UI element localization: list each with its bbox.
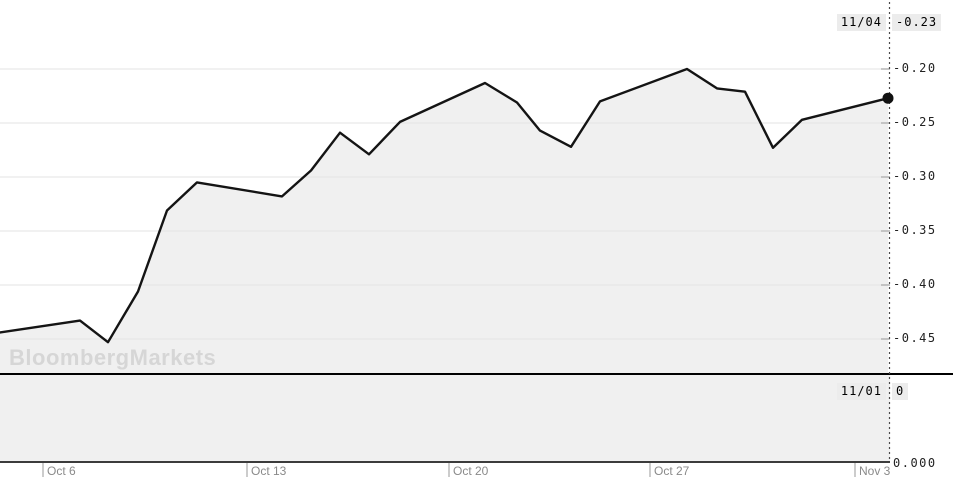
y-axis-tick-label: -0.30 <box>893 169 937 183</box>
bloomberg-markets-watermark: BloombergMarkets <box>9 345 217 370</box>
lower-panel-background <box>0 375 890 462</box>
x-axis-tick-label: Oct 20 <box>453 464 489 478</box>
y-axis-tick-label: -0.40 <box>893 277 937 291</box>
y-axis-tick-label: -0.20 <box>893 61 937 75</box>
lower-crosshair-date-label: 11/01 <box>836 383 886 400</box>
y-axis-tick-label: -0.35 <box>893 223 937 237</box>
crosshair-value-label: -0.23 <box>892 14 942 31</box>
y-axis-tick-label: -0.45 <box>893 331 937 345</box>
x-axis-tick-label: Oct 13 <box>251 464 287 478</box>
crosshair-date-label: 11/04 <box>836 14 886 31</box>
x-axis-tick-label: Oct 27 <box>654 464 690 478</box>
x-axis-tick-label: Oct 6 <box>47 464 76 478</box>
last-point-marker-dot <box>882 92 894 104</box>
price-series-line <box>0 67 890 344</box>
y-axis-tick-label: -0.25 <box>893 115 937 129</box>
x-axis-tick-label: Nov 3 <box>859 464 891 478</box>
lower-panel-y-axis-label: 0.000 <box>893 456 937 470</box>
lower-crosshair-value-label: 0 <box>892 383 909 400</box>
series-area-fill <box>0 69 888 374</box>
panel-separator-line <box>0 373 953 375</box>
